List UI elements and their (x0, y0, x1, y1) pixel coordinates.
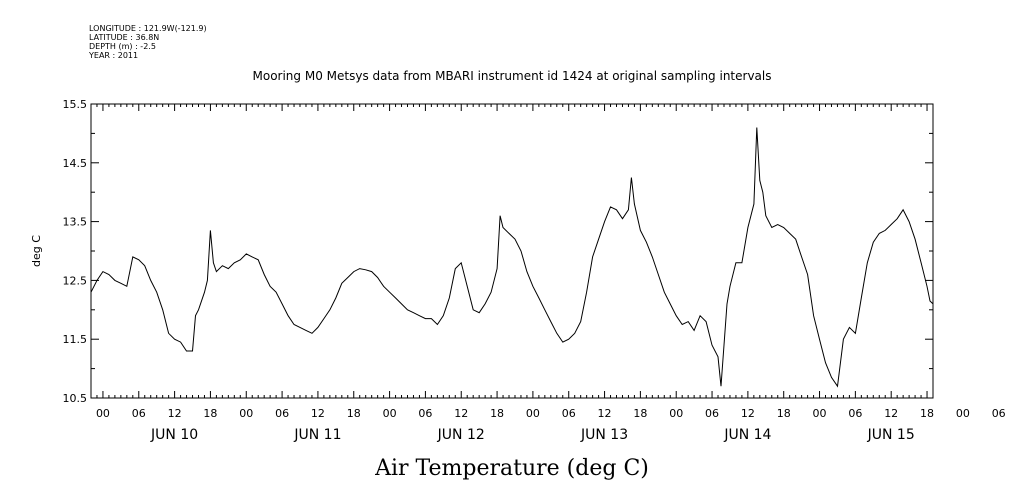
y-axis-label: deg C (30, 235, 43, 267)
series-line (90, 127, 934, 388)
x-day-label: JUN 12 (437, 427, 485, 443)
y-tick-label: 15.5 (63, 98, 88, 111)
x-tick-label: 06 (992, 407, 1006, 420)
year-label: YEAR : 2011 (88, 51, 138, 60)
x-tick-label: 12 (598, 407, 612, 420)
y-axis: 10.5 11.5 12.5 13.5 14.5 15.5 (63, 98, 933, 405)
y-tick-label: 10.5 (63, 392, 88, 405)
chart-title: Mooring M0 Metsys data from MBARI instru… (253, 69, 772, 83)
y-tick-label: 14.5 (63, 157, 88, 170)
y-tick-label: 13.5 (63, 216, 88, 229)
x-tick-label: 00 (526, 407, 540, 420)
x-tick-label: 18 (490, 407, 504, 420)
x-day-label: JUN 14 (723, 427, 771, 443)
y-tick-label: 12.5 (63, 274, 88, 287)
x-day-label: JUN 15 (867, 427, 915, 443)
latitude-label: LATITUDE : 36.8N (89, 33, 159, 42)
x-day-label: JUN 13 (580, 427, 628, 443)
x-axis: 00 06 12 18 00 06 12 18 00 06 12 18 00 06 12 18 00 06 12 18… (90, 104, 1006, 443)
x-tick-label: 18 (633, 407, 647, 420)
x-tick-label: 12 (884, 407, 898, 420)
plot-frame (90, 103, 934, 399)
x-tick-label: 06 (418, 407, 432, 420)
x-day-label: JUN 10 (150, 427, 198, 443)
x-tick-label: 00 (813, 407, 827, 420)
x-tick-label: 00 (383, 407, 397, 420)
x-tick-label: 00 (239, 407, 253, 420)
x-tick-label: 12 (454, 407, 468, 420)
longitude-label: LONGITUDE : 121.9W(-121.9) (89, 24, 207, 33)
x-tick-label: 00 (96, 407, 110, 420)
x-tick-label: 18 (777, 407, 791, 420)
x-tick-label: 00 (669, 407, 683, 420)
x-day-label: JUN 11 (293, 427, 341, 443)
x-tick-label: 06 (705, 407, 719, 420)
series-group (90, 127, 934, 388)
x-tick-label: 06 (275, 407, 289, 420)
x-tick-label: 12 (741, 407, 755, 420)
x-tick-label: 00 (956, 407, 970, 420)
x-tick-label: 18 (347, 407, 361, 420)
x-axis-label: Air Temperature (deg C) (374, 456, 649, 481)
x-tick-label: 12 (311, 407, 325, 420)
x-tick-label: 06 (132, 407, 146, 420)
x-tick-label: 12 (168, 407, 182, 420)
x-tick-label: 18 (203, 407, 217, 420)
y-tick-label: 11.5 (63, 333, 88, 346)
x-tick-label: 06 (562, 407, 576, 420)
depth-label: DEPTH (m) : -2.5 (89, 42, 156, 51)
x-tick-label: 06 (848, 407, 862, 420)
x-tick-label: 18 (920, 407, 934, 420)
